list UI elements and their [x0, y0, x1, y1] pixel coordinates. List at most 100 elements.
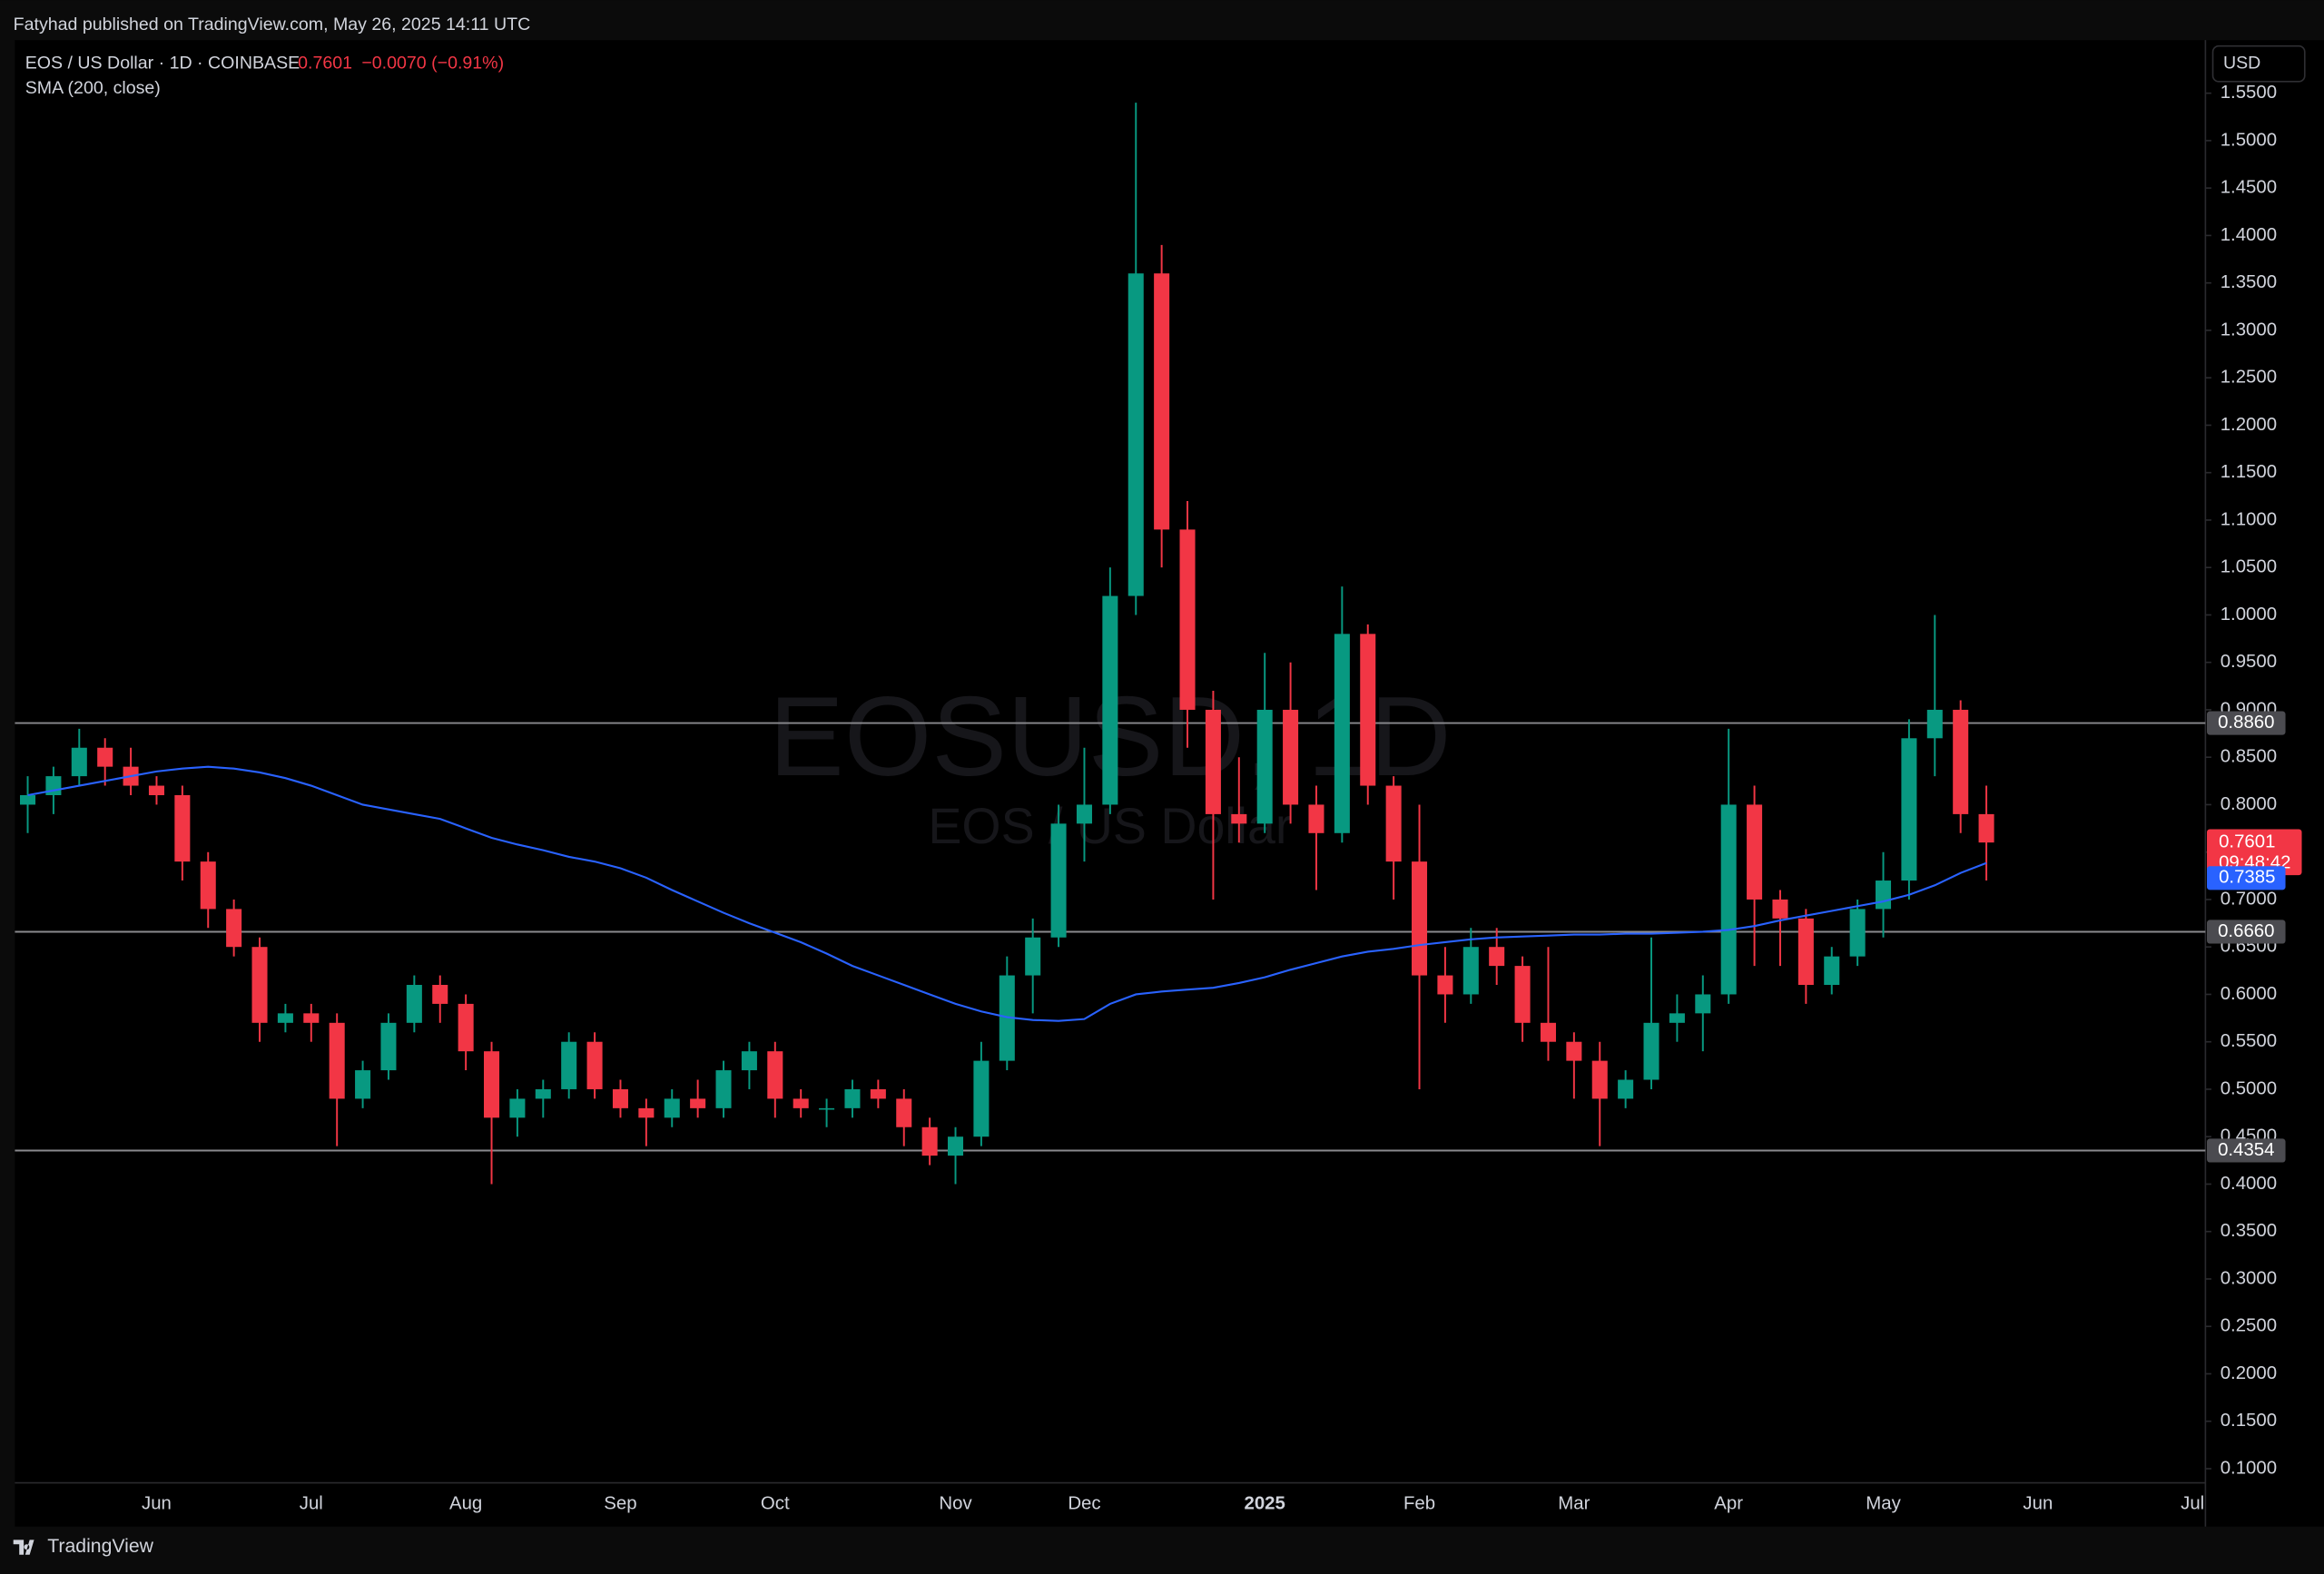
candle-body — [1720, 804, 1737, 995]
x-tick-label: Dec — [1068, 1494, 1100, 1514]
last-price-label: 0.7601 — [2219, 832, 2275, 852]
candle-body — [277, 1013, 293, 1023]
candle-body — [741, 1051, 757, 1071]
y-tick-label: 1.2000 — [2221, 415, 2277, 435]
indicator-label: SMA (200, close) — [25, 78, 161, 98]
candle-body — [303, 1013, 320, 1023]
candle-body — [896, 1098, 912, 1127]
candle-body — [329, 1022, 345, 1099]
candle-body — [664, 1098, 680, 1118]
candle-body — [948, 1136, 964, 1156]
y-tick-label: 1.1000 — [2221, 509, 2277, 529]
y-tick-label: 0.2500 — [2221, 1316, 2277, 1336]
candle-body — [1205, 709, 1221, 814]
candle-body — [1283, 709, 1299, 805]
x-tick-label: Nov — [939, 1494, 972, 1514]
y-tick-label: 0.8000 — [2221, 794, 2277, 814]
candle-body — [200, 861, 216, 910]
candle-body — [638, 1107, 655, 1118]
x-tick-label: Sep — [604, 1494, 636, 1514]
candle-body — [1695, 994, 1711, 1014]
level-label-box — [2207, 1138, 2286, 1163]
x-tick-label: Mar — [1558, 1494, 1590, 1514]
sma-price-label: 0.7385 — [2219, 868, 2275, 888]
candle-body — [1360, 634, 1376, 786]
y-tick-label: 1.3000 — [2221, 320, 2277, 339]
level-label-box — [2207, 920, 2286, 944]
candle-body — [251, 947, 268, 1023]
y-tick-label: 1.0500 — [2221, 557, 2277, 577]
candle-body — [97, 747, 113, 767]
candle-body — [1540, 1022, 1556, 1042]
y-tick-label: 1.0000 — [2221, 605, 2277, 625]
candle-body — [844, 1088, 861, 1108]
candle-body — [1437, 975, 1453, 995]
y-tick-label: 0.1000 — [2221, 1458, 2277, 1478]
x-tick-label: Aug — [449, 1494, 482, 1514]
last-price-box — [2207, 829, 2302, 876]
candle-body — [1128, 273, 1144, 596]
candle-body — [1076, 804, 1092, 824]
y-tick-label: 1.4500 — [2221, 178, 2277, 198]
candle-body — [1643, 1022, 1659, 1080]
candle-body — [1747, 804, 1763, 900]
candle-body — [535, 1088, 551, 1099]
candle-body — [561, 1041, 577, 1089]
candle-body — [586, 1041, 603, 1089]
level-label: 0.8860 — [2218, 713, 2274, 733]
candle-body — [1953, 709, 1969, 814]
candle-body — [767, 1051, 783, 1099]
candle-body — [1772, 899, 1788, 919]
y-tick-label: 0.5000 — [2221, 1078, 2277, 1098]
y-tick-label: 0.8500 — [2221, 747, 2277, 767]
candle-body — [1901, 738, 1917, 881]
candle-body — [1824, 956, 1840, 986]
header-change: −0.0070 (−0.91%) — [361, 53, 504, 73]
symbol-title: EOS / US Dollar · 1D · COINBASE — [25, 53, 300, 73]
candle-body — [432, 985, 448, 1004]
candle-body — [1334, 634, 1350, 833]
y-tick-label: 1.2500 — [2221, 368, 2277, 388]
x-tick-label: Jun — [142, 1494, 172, 1514]
candle-body — [1797, 918, 1814, 986]
candle-body — [71, 747, 87, 777]
level-label-box — [2207, 711, 2286, 735]
candle-body — [355, 1070, 371, 1099]
time-axis: Jun Jul Aug Sep Oct Nov Dec 2025 Feb Mar Apr May Jun… — [142, 1494, 2204, 1514]
candle-body — [1154, 273, 1170, 530]
currency-button[interactable] — [2211, 44, 2306, 83]
x-tick-label: May — [1866, 1494, 1901, 1514]
x-tick-label: Feb — [1403, 1494, 1435, 1514]
y-tick-label: 0.4000 — [2221, 1174, 2277, 1194]
candle-body — [1256, 709, 1273, 824]
y-tick-label: 0.3500 — [2221, 1221, 2277, 1241]
candle-body — [921, 1126, 938, 1156]
plot-area — [15, 103, 2206, 1185]
candle-body — [1978, 813, 1994, 843]
y-tick-label: 1.4000 — [2221, 225, 2277, 245]
candle-body — [458, 1003, 474, 1052]
y-tick-label: 0.3000 — [2221, 1268, 2277, 1288]
candle-body — [870, 1088, 886, 1099]
candle-body — [1591, 1060, 1608, 1099]
candle-body — [1669, 1013, 1685, 1023]
candle-body — [1050, 823, 1067, 938]
x-tick-label: 2025 — [1245, 1494, 1285, 1514]
candle-body — [1412, 861, 1428, 976]
x-tick-label: Jul — [2181, 1494, 2204, 1514]
y-tick-label: 0.5500 — [2221, 1031, 2277, 1051]
candle-body — [1926, 709, 1943, 739]
candle-body — [1849, 909, 1866, 957]
candle-body — [20, 794, 36, 805]
x-tick-label: Oct — [761, 1494, 790, 1514]
y-tick-label: 1.1500 — [2221, 462, 2277, 482]
candle-body — [1102, 595, 1118, 805]
y-tick-label: 0.1500 — [2221, 1411, 2277, 1431]
currency-label[interactable]: USD — [2223, 53, 2260, 73]
price-axis: 0.1000 0.1500 0.2000 0.2500 0.3000 0.3500 0.40… — [2205, 83, 2302, 1478]
x-tick-label: Apr — [1714, 1494, 1743, 1514]
candle-body — [148, 785, 164, 795]
candle-body — [612, 1088, 628, 1108]
candle-body — [1308, 804, 1324, 833]
